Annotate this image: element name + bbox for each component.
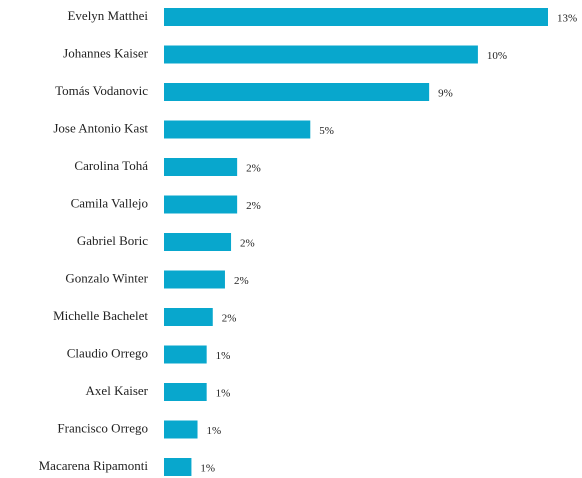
value-label: 2% [222,313,237,325]
bar [164,270,225,289]
value-label: 2% [234,275,249,287]
category-label: Jose Antonio Kast [53,120,148,135]
bar [164,120,311,139]
value-label: 1% [216,388,231,400]
value-label: 9% [438,88,453,100]
bar [164,308,213,326]
bar [164,345,207,364]
bar [164,420,198,439]
bar [164,195,238,214]
bar [164,383,207,401]
value-label: 5% [319,125,334,137]
bar [164,458,192,476]
category-label: Claudio Orrego [67,345,148,360]
category-label: Johannes Kaiser [63,45,149,60]
value-label: 1% [200,463,215,475]
bar [164,158,238,176]
category-label: Tomás Vodanovic [55,83,148,98]
category-label: Camila Vallejo [71,195,148,210]
bar [164,233,232,251]
category-label: Gonzalo Winter [65,270,148,285]
value-label: 1% [207,425,222,437]
category-label: Francisco Orrego [57,420,148,435]
bar [164,83,430,101]
bar [164,45,478,64]
bar [164,8,548,26]
category-label: Gabriel Boric [77,233,148,248]
category-label: Carolina Tohá [74,158,148,173]
value-label: 10% [487,50,507,62]
value-label: 13% [557,13,577,25]
category-label: Axel Kaiser [86,383,149,398]
value-label: 2% [246,163,261,175]
value-label: 2% [246,200,261,212]
category-label: Evelyn Matthei [67,8,148,23]
value-label: 1% [216,350,231,362]
category-label: Macarena Ripamonti [39,458,149,473]
category-label: Michelle Bachelet [53,308,148,323]
value-label: 2% [240,238,255,250]
